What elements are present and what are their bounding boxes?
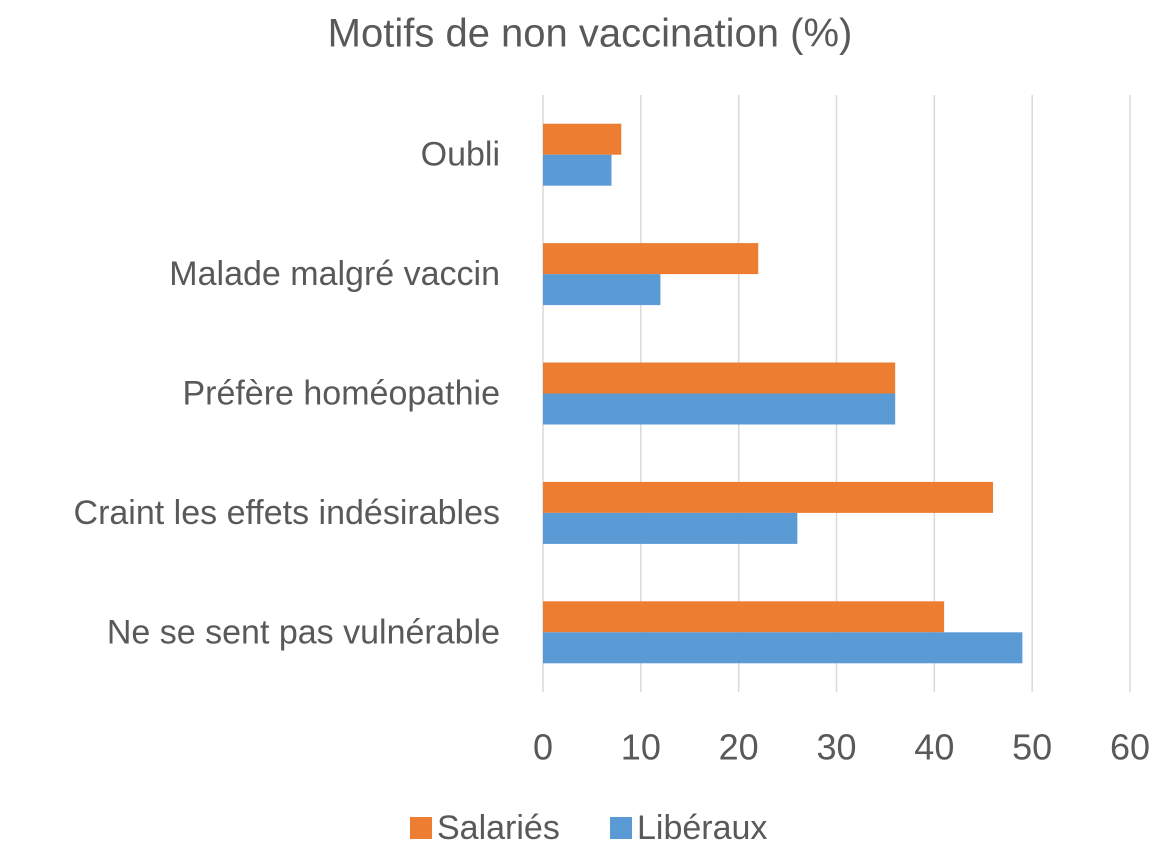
bar: [543, 512, 798, 544]
y-tick-label: Ne se sent pas vulnérable: [107, 613, 500, 651]
bar: [543, 154, 612, 186]
chart-title: Motifs de non vaccination (%): [328, 12, 853, 56]
x-tick-label: 10: [621, 727, 661, 768]
x-tick-label: 30: [816, 727, 856, 768]
x-tick-label: 0: [533, 727, 553, 768]
bar: [543, 481, 994, 513]
bar: [543, 632, 1023, 664]
bar: [543, 274, 661, 306]
legend-label: Salariés: [437, 809, 560, 847]
bar: [543, 243, 759, 275]
legend-swatch: [610, 817, 632, 839]
y-tick-label: Oubli: [421, 136, 500, 174]
y-tick-label: Craint les effets indésirables: [74, 494, 500, 532]
x-tick-label: 40: [914, 727, 954, 768]
y-tick-label: Préfère homéopathie: [182, 374, 500, 412]
y-tick-label: Malade malgré vaccin: [169, 255, 500, 293]
x-tick-label: 50: [1012, 727, 1052, 768]
x-tick-label: 20: [719, 727, 759, 768]
bar: [543, 123, 622, 155]
bar: [543, 393, 896, 425]
x-tick-label: 60: [1110, 727, 1150, 768]
legend-swatch: [410, 817, 432, 839]
bar: [543, 601, 945, 633]
bar: [543, 362, 896, 394]
legend-label: Libéraux: [637, 809, 767, 847]
